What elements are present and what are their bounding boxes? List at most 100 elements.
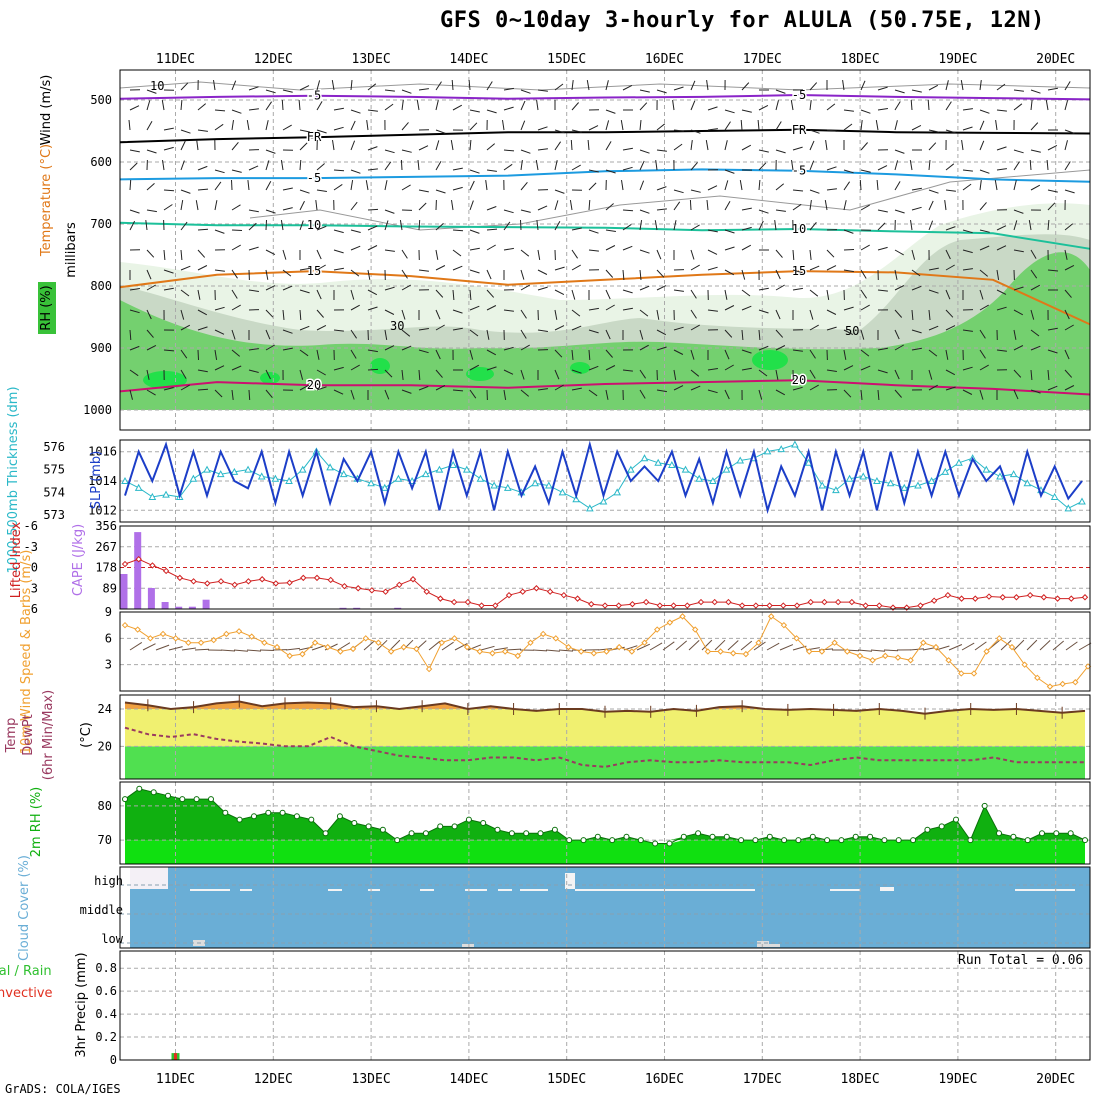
wind-barb [639, 389, 646, 399]
wind-barb [860, 389, 863, 400]
li-point [738, 602, 746, 609]
wind-barb [996, 289, 1007, 295]
wind10-barb [766, 642, 780, 651]
li-point [396, 581, 403, 588]
wind-barb [724, 140, 728, 151]
li-point [286, 579, 293, 586]
wind-barb [468, 79, 471, 91]
wind-barb [265, 369, 271, 380]
wind10-barb [155, 644, 170, 651]
wind10-point [1072, 679, 1079, 686]
rh2m-point [150, 789, 157, 796]
wind-barb [401, 149, 412, 153]
wind-barb [1030, 122, 1039, 131]
wind-barb [962, 126, 973, 131]
rh2m-point [594, 833, 601, 840]
wind-barb [180, 189, 191, 194]
wind-barb [605, 389, 609, 400]
li-point [190, 578, 197, 585]
wind-barb [1047, 269, 1059, 272]
thickness-point [695, 474, 704, 482]
cape-tick: 356 [95, 519, 117, 533]
wind-barb [639, 344, 649, 351]
wind-barb [195, 200, 199, 211]
wind-barb [332, 140, 335, 151]
wind-barb [1030, 269, 1038, 279]
wind-barb [129, 162, 138, 171]
li-point [780, 602, 787, 609]
li-point [684, 602, 691, 609]
thickness-point [189, 474, 198, 482]
wind-barb [928, 325, 939, 331]
wind-barb [367, 269, 371, 280]
wind-barb [605, 349, 613, 358]
rh-axis-label: RH (%) [39, 285, 54, 330]
wind-barb [656, 149, 667, 152]
wind-barb [418, 219, 421, 231]
rh2m-point [652, 840, 659, 847]
wind-barb [384, 161, 392, 171]
wind-barb [758, 287, 769, 291]
wind-barb [605, 169, 616, 174]
wind-barb [1047, 87, 1058, 91]
wind10-point [1034, 674, 1041, 682]
li-line [124, 558, 1086, 609]
wind-barb [724, 121, 731, 131]
wind-barb [248, 222, 257, 231]
wind-barb [775, 183, 785, 191]
wind-barb [486, 289, 495, 298]
wind-barb [605, 80, 609, 91]
thickness-point [476, 474, 485, 482]
wind-barb [894, 309, 903, 318]
wind10-point [653, 626, 661, 633]
wind-barb [875, 120, 879, 131]
wind-barb [894, 89, 905, 94]
wind10-point [970, 670, 978, 677]
wind-barb [350, 329, 358, 339]
wind-barb [214, 269, 225, 272]
wind10-barb [285, 647, 300, 651]
wind-barb [1047, 219, 1050, 231]
wind-barb [282, 124, 292, 131]
wind-barb [163, 349, 175, 352]
wind-barb [163, 269, 174, 274]
wind-barb [774, 220, 777, 231]
wind-barb [673, 289, 684, 292]
wind-barb [486, 305, 497, 311]
wind10-barb [363, 640, 375, 651]
wind10-barb [688, 640, 700, 651]
wind-barb [588, 249, 599, 252]
wind-barb [350, 140, 356, 151]
li-point [505, 591, 513, 599]
wind-barb [298, 99, 301, 111]
wind-barb [265, 160, 270, 171]
li-point [1026, 591, 1034, 599]
pressure-axis-label: millibars [64, 222, 79, 278]
li-point [149, 562, 156, 569]
wind-barb [146, 284, 156, 291]
wind-barb [129, 149, 140, 153]
wind-barb [673, 201, 681, 211]
wind-barb [724, 305, 735, 311]
thickness-point [449, 461, 457, 469]
wind-barb [656, 329, 667, 336]
li-point [519, 588, 526, 595]
run-total-label: Run Total = 0.06 [958, 953, 1084, 968]
wind-barb [384, 220, 389, 231]
wind10-point [185, 639, 192, 646]
wind10-barb [545, 649, 560, 652]
wind-barb [163, 127, 174, 131]
wind-barb [536, 100, 539, 111]
date-label-bottom: 14DEC [449, 1072, 488, 1087]
wind10-point [362, 635, 369, 642]
wind10-barb [1000, 640, 1012, 651]
wind-barb [656, 309, 660, 320]
wind-barb [469, 180, 475, 191]
wind10-barb [532, 649, 548, 652]
wind-barb [1047, 144, 1058, 151]
wind-barb [503, 87, 514, 91]
wind-barb [843, 109, 854, 112]
wind-barb [928, 220, 934, 231]
slp-line [124, 440, 1083, 515]
wind10-barb [883, 649, 899, 652]
